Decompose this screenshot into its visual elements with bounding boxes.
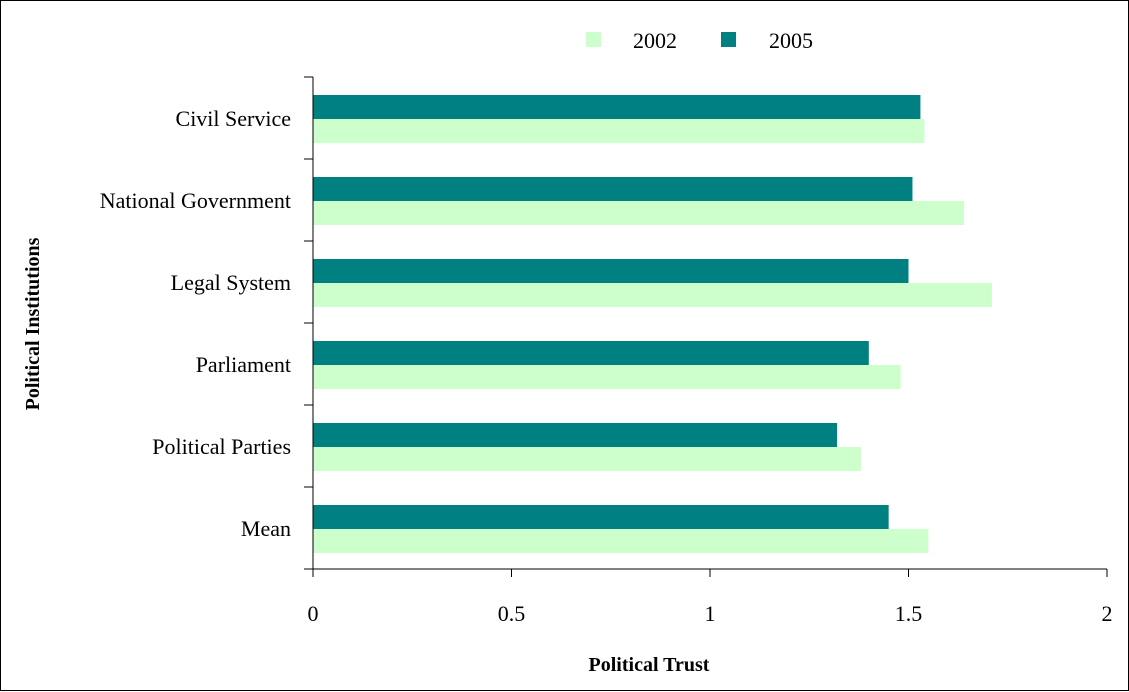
- category-label: Civil Service: [176, 106, 291, 131]
- bar-2002-1: [313, 201, 965, 225]
- bar-2002-2: [313, 283, 992, 307]
- legend-swatch-0: [586, 32, 601, 47]
- category-label: Legal System: [171, 270, 291, 295]
- category-labels: Civil Service National Government Legal Sy…: [100, 106, 291, 541]
- bar-2002-0: [313, 119, 925, 143]
- legend-swatch-1: [721, 32, 736, 47]
- x-tick-label: 0: [308, 601, 319, 626]
- bar-2005-0: [313, 95, 921, 119]
- bars: [313, 95, 992, 553]
- y-axis-title: Political Institutions: [22, 237, 44, 410]
- bar-2002-3: [313, 365, 901, 389]
- x-tick-labels: 0 0.5 1 1.5 2: [308, 601, 1113, 626]
- bar-2005-5: [313, 505, 889, 529]
- category-label: Mean: [241, 516, 291, 541]
- x-tick-label: 1: [705, 601, 716, 626]
- axes: [304, 76, 1108, 577]
- category-label: Political Parties: [152, 434, 291, 459]
- x-tick-label: 1.5: [895, 601, 923, 626]
- x-tick-label: 0.5: [498, 601, 526, 626]
- category-label: Parliament: [196, 352, 291, 377]
- category-label: National Government: [100, 188, 291, 213]
- bar-2005-1: [313, 177, 913, 201]
- bar-2005-3: [313, 341, 869, 365]
- bar-2005-2: [313, 259, 909, 283]
- bar-2002-4: [313, 447, 861, 471]
- x-tick-label: 2: [1102, 601, 1113, 626]
- x-axis-title: Political Trust: [589, 654, 710, 676]
- legend-label-1: 2005: [769, 28, 813, 53]
- bar-2005-4: [313, 423, 838, 447]
- legend: 2002 2005: [586, 28, 813, 53]
- bar-2002-5: [313, 529, 929, 553]
- legend-label-0: 2002: [633, 28, 677, 53]
